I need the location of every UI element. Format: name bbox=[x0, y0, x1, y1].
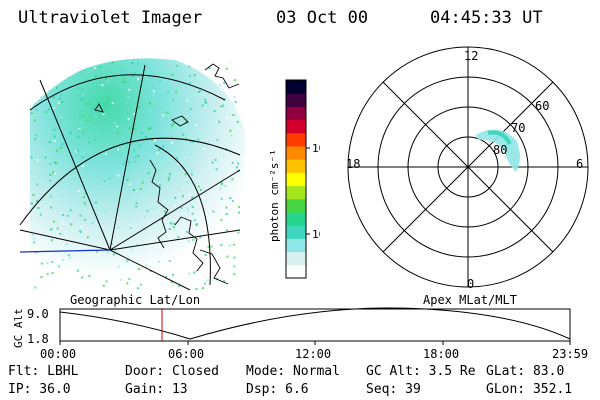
colorbar-cell bbox=[286, 251, 306, 266]
door-label: Door: Closed bbox=[125, 364, 219, 379]
colorbar-tick-10: 10 bbox=[312, 228, 320, 241]
orbit-ytick-9: 9.0 bbox=[27, 307, 49, 321]
mode-label: Mode: Normal bbox=[246, 364, 340, 379]
mlt-label-12: 12 bbox=[464, 49, 478, 63]
orbit-xtick-3: 18:00 bbox=[423, 347, 459, 361]
colorbar-cell bbox=[286, 225, 306, 239]
mlt-label-6: 6 bbox=[576, 157, 583, 171]
colorbar-cell bbox=[286, 146, 306, 160]
colorbar-cell bbox=[286, 172, 306, 187]
colorbar-cell bbox=[286, 264, 306, 279]
lat-label-60: 60 bbox=[535, 99, 549, 113]
filter-label: Flt: LBHL bbox=[8, 364, 79, 379]
colorbar-cell bbox=[286, 212, 306, 226]
orbit-ytick-1-8: 1.8 bbox=[27, 332, 49, 346]
orbit-ylabel: GC Alt bbox=[12, 308, 25, 348]
colorbar-label: photon cm⁻²s⁻¹ bbox=[268, 149, 281, 242]
instrument-title: Ultraviolet Imager bbox=[18, 8, 203, 28]
orbit-xtick-1: 06:00 bbox=[168, 347, 204, 361]
colorbar-cell bbox=[286, 132, 306, 147]
colorbar-gradient bbox=[286, 80, 306, 279]
lat-lon-grid bbox=[19, 64, 241, 290]
colorbar-cell bbox=[286, 106, 306, 121]
polar-plot: 12 18 6 0 60 70 80 bbox=[346, 46, 589, 291]
colorbar-cell bbox=[286, 80, 306, 94]
dsp-label: Dsp: 6.6 bbox=[246, 382, 309, 397]
orbit-xtick-4: 23:59 bbox=[552, 347, 588, 361]
mlt-label-0: 0 bbox=[467, 277, 474, 291]
orbit-xtick-2: 12:00 bbox=[295, 347, 331, 361]
coastlines bbox=[94, 63, 240, 285]
colorbar-tick-100: 100 bbox=[312, 142, 320, 155]
colorbar-cell bbox=[286, 185, 306, 200]
colorbar-cell bbox=[286, 93, 306, 107]
glon-label: GLon: 352.1 bbox=[486, 382, 573, 397]
glat-label: GLat: 83.0 bbox=[486, 364, 565, 379]
orbit-xtick-0: 00:00 bbox=[40, 347, 76, 361]
terminator-line bbox=[19, 249, 111, 253]
geo-map-title: Geographic Lat/Lon bbox=[70, 293, 201, 307]
orbit-plot: GC Alt 9.0 1.8 00:00 06:00 12:00 18:00 2… bbox=[12, 307, 588, 361]
polar-grid bbox=[347, 46, 589, 288]
colorbar-cell bbox=[286, 159, 306, 173]
gc-alt-label: GC Alt: 3.5 Re bbox=[366, 364, 476, 379]
ip-label: IP: 36.0 bbox=[8, 382, 71, 397]
seq-label: Seq: 39 bbox=[366, 382, 421, 397]
polar-plot-title: Apex MLat/MLT bbox=[423, 293, 517, 307]
colorbar: 100 10 photon cm⁻²s⁻¹ bbox=[268, 79, 320, 279]
lat-label-80: 80 bbox=[493, 143, 507, 157]
colorbar-cell bbox=[286, 119, 306, 134]
colorbar-cell bbox=[286, 238, 306, 253]
orbit-altitude-curve bbox=[59, 307, 571, 340]
geographic-map bbox=[19, 58, 245, 290]
colorbar-cell bbox=[286, 198, 306, 213]
time-label: 04:45:33 UT bbox=[430, 8, 543, 28]
gain-label: Gain: 13 bbox=[125, 382, 188, 397]
date-label: 03 Oct 00 bbox=[276, 8, 369, 28]
lat-label-70: 70 bbox=[511, 121, 525, 135]
mlt-label-18: 18 bbox=[346, 157, 360, 171]
